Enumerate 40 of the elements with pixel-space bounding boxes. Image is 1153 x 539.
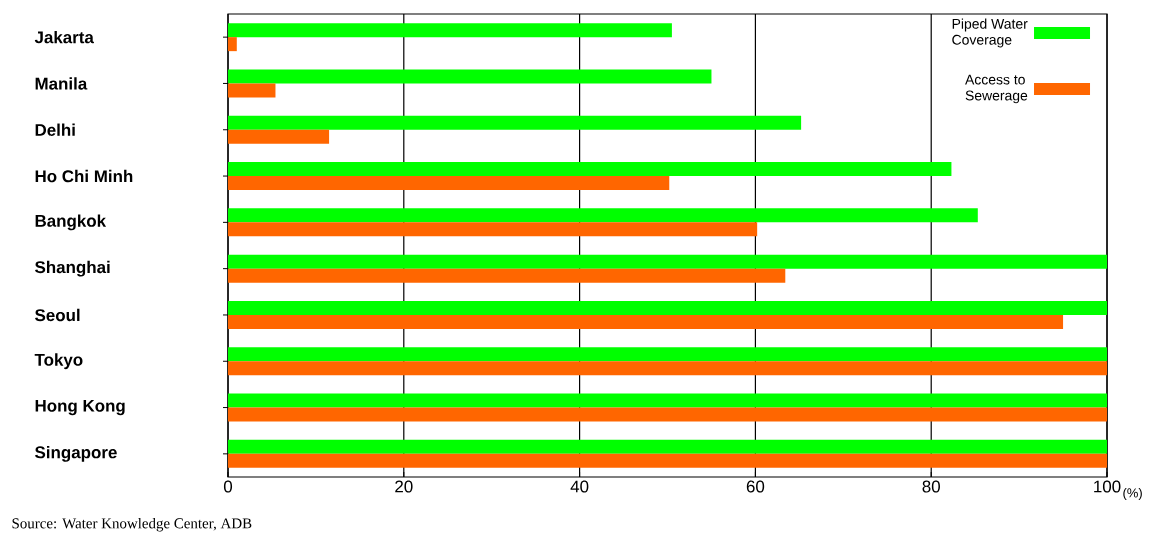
bar: [228, 254, 1108, 269]
bar: [228, 361, 1108, 376]
bar: [228, 347, 1108, 362]
x-tick-label: 40: [570, 480, 589, 493]
y-tick-label: Bangkok: [35, 214, 107, 231]
bar: [228, 268, 786, 283]
bar: [228, 176, 670, 191]
legend-label: Access to Sewerage: [965, 74, 1028, 104]
y-tick-label: Jakarta: [34, 30, 94, 44]
x-tick-label: 20: [395, 480, 413, 493]
x-axis-title: (%): [1123, 487, 1142, 501]
x-tick-label: 100: [1094, 480, 1121, 493]
bar: [228, 115, 802, 130]
x-tick-label: 80: [922, 480, 940, 493]
y-tick-label: Manila: [35, 77, 88, 90]
bar: [228, 129, 330, 144]
bar: [228, 23, 672, 38]
x-tick-label: 0: [223, 480, 233, 493]
bar: [228, 222, 758, 237]
y-tick-label: Shanghai: [35, 260, 110, 277]
bar: [228, 83, 276, 98]
bar: [228, 407, 1108, 422]
x-tick-label: 60: [746, 480, 765, 493]
bar: [228, 314, 1064, 329]
bar: [228, 37, 237, 52]
y-tick-label: Seoul: [35, 308, 80, 322]
source-note: Source: Water Knowledge Center, ADB: [12, 517, 252, 532]
bar: [228, 162, 952, 177]
y-tick-label: Tokyo: [34, 353, 83, 370]
y-tick-label: Delhi: [35, 123, 75, 136]
legend-label: Piped Water Coverage: [952, 18, 1028, 48]
y-tick-label: Singapore: [35, 445, 117, 462]
bar: [228, 208, 978, 223]
bar: [228, 393, 1108, 408]
bar: [228, 453, 1108, 468]
bar: [228, 69, 712, 84]
bar: [228, 439, 1108, 454]
y-tick-label: Ho Chi Minh: [35, 169, 133, 183]
bar: [228, 300, 1108, 315]
y-tick-label: Hong Kong: [35, 399, 125, 416]
